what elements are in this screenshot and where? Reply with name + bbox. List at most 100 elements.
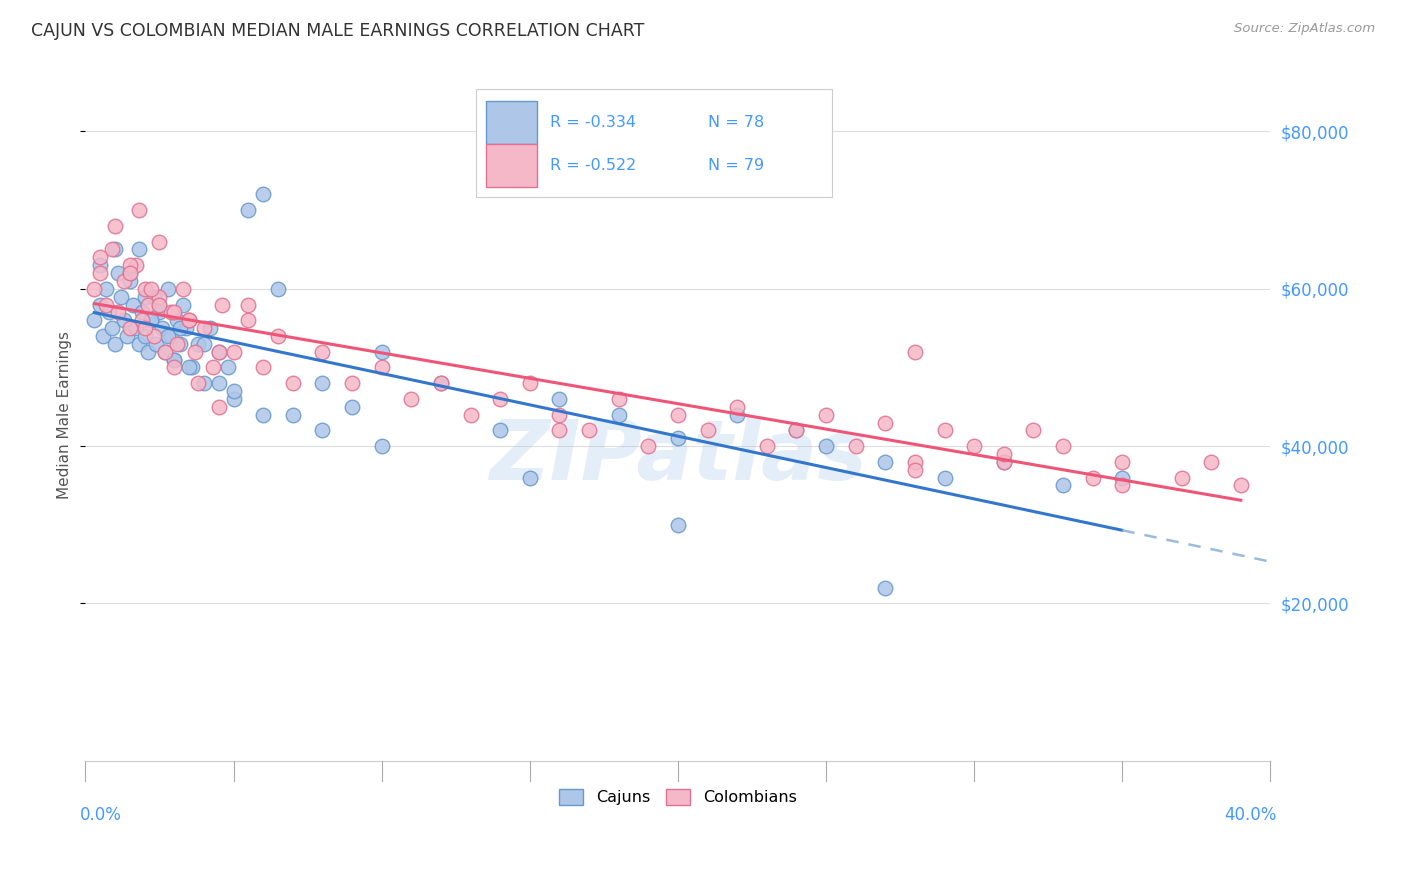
Point (252, 360, 274, 375)
Point (107, 266, 129, 280)
Point (548, 392, 571, 406)
Point (128, 337, 150, 351)
Point (785, 424, 807, 438)
Point (607, 392, 630, 406)
Point (166, 313, 188, 327)
Point (89, 297, 111, 311)
Point (157, 282, 180, 296)
Point (666, 517, 689, 532)
Point (118, 274, 141, 288)
Point (131, 305, 153, 319)
Point (128, 243, 150, 257)
Point (94, 282, 117, 296)
Point (1111, 470, 1133, 484)
Point (430, 376, 453, 391)
Point (222, 392, 245, 406)
Point (193, 337, 215, 351)
Point (125, 321, 148, 335)
Point (163, 352, 186, 367)
FancyBboxPatch shape (486, 144, 537, 187)
Point (815, 408, 838, 422)
FancyBboxPatch shape (486, 101, 537, 145)
Point (519, 470, 541, 484)
Point (169, 337, 191, 351)
Point (370, 360, 392, 375)
Point (696, 424, 718, 438)
Point (267, 282, 290, 296)
Point (134, 290, 156, 304)
Point (163, 352, 186, 367)
Point (177, 360, 200, 375)
Point (370, 344, 392, 359)
Point (110, 290, 132, 304)
Y-axis label: Median Male Earnings: Median Male Earnings (58, 331, 72, 499)
Point (222, 384, 245, 398)
Point (222, 344, 245, 359)
FancyBboxPatch shape (477, 89, 832, 196)
Point (725, 400, 748, 414)
Point (993, 455, 1015, 469)
Point (160, 329, 183, 343)
Point (174, 321, 197, 335)
Text: ZIPatlas: ZIPatlas (489, 416, 868, 497)
Point (89, 250, 111, 264)
Point (83, 313, 105, 327)
Point (101, 321, 124, 335)
Point (134, 282, 156, 296)
Point (340, 400, 363, 414)
Point (666, 408, 689, 422)
Point (172, 297, 194, 311)
Text: 40.0%: 40.0% (1225, 805, 1277, 824)
Point (121, 297, 143, 311)
Point (136, 344, 159, 359)
Point (134, 329, 156, 343)
Point (184, 344, 207, 359)
Point (112, 313, 135, 327)
Point (169, 321, 191, 335)
Point (187, 376, 209, 391)
Point (148, 290, 170, 304)
Point (104, 337, 127, 351)
Point (1111, 478, 1133, 492)
Point (875, 455, 897, 469)
Point (311, 344, 333, 359)
Point (152, 321, 174, 335)
Point (1111, 455, 1133, 469)
Point (163, 305, 186, 319)
Point (94, 297, 117, 311)
Point (217, 360, 239, 375)
Point (101, 243, 124, 257)
Point (666, 431, 689, 445)
Point (311, 424, 333, 438)
Point (89, 258, 111, 272)
Point (89, 266, 111, 280)
Point (83, 282, 105, 296)
Point (142, 290, 165, 304)
Point (155, 344, 177, 359)
Point (1052, 439, 1074, 453)
Point (1022, 424, 1045, 438)
Point (370, 439, 392, 453)
Point (430, 376, 453, 391)
Point (993, 447, 1015, 461)
Point (904, 463, 927, 477)
Text: R = -0.522: R = -0.522 (550, 158, 636, 173)
Point (1199, 455, 1222, 469)
Point (875, 416, 897, 430)
Text: CAJUN VS COLOMBIAN MEDIAN MALE EARNINGS CORRELATION CHART: CAJUN VS COLOMBIAN MEDIAN MALE EARNINGS … (31, 22, 644, 40)
Point (607, 408, 630, 422)
Point (281, 408, 304, 422)
Point (340, 376, 363, 391)
Point (1052, 478, 1074, 492)
Point (548, 408, 571, 422)
Point (177, 313, 200, 327)
Point (118, 321, 141, 335)
Point (148, 297, 170, 311)
Point (148, 297, 170, 311)
Point (193, 321, 215, 335)
Point (238, 203, 260, 218)
Point (208, 376, 231, 391)
Point (187, 337, 209, 351)
Point (134, 321, 156, 335)
Point (208, 344, 231, 359)
